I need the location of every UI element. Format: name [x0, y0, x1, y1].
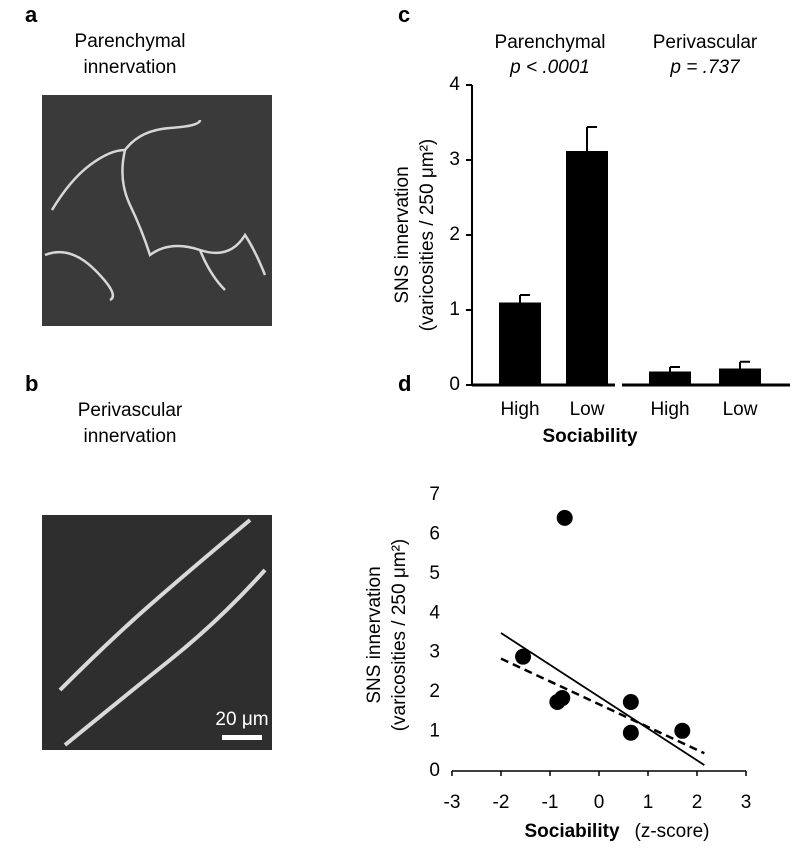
x-tick-label: -3	[444, 792, 461, 813]
x-tick-label: -1	[542, 792, 559, 813]
y-tick-label: 3	[449, 149, 460, 170]
micrograph	[42, 95, 272, 326]
point	[556, 509, 573, 526]
y-tick-label: 1	[449, 299, 460, 320]
y-tick-label: 2	[429, 681, 440, 702]
x-tick-label: 1	[643, 792, 654, 813]
y-tick-label: 0	[429, 760, 440, 781]
y-tick-label: 2	[449, 224, 460, 245]
scale-bar-label: 20 μm	[215, 709, 268, 730]
bar	[499, 302, 541, 385]
group-annotation: p = .737	[669, 57, 741, 78]
point	[622, 724, 639, 741]
x-tick-label: 2	[692, 792, 703, 813]
panel-letter: c	[398, 2, 410, 27]
y-tick-label: 5	[429, 563, 440, 584]
bar	[566, 151, 608, 385]
y-tick-label: 0	[449, 374, 460, 395]
panel-title: innervation	[84, 57, 177, 78]
fit-line	[500, 632, 705, 766]
y-tick-label: 6	[429, 523, 440, 544]
point	[674, 722, 691, 739]
bar	[719, 368, 761, 385]
x-tick-label: Low	[570, 399, 605, 420]
group-title: Perivascular	[653, 32, 758, 53]
x-tick-label: High	[650, 399, 689, 420]
point	[515, 648, 532, 665]
bar	[649, 371, 691, 385]
x-axis-label: Sociability	[542, 426, 637, 447]
panel-title: Perivascular	[78, 400, 183, 421]
x-axis-label: Sociability	[524, 821, 619, 842]
x-tick-label: High	[500, 399, 539, 420]
error-bar	[586, 126, 597, 151]
panel-letter: d	[398, 371, 411, 396]
micrograph	[42, 515, 272, 750]
x-tick-label: 0	[594, 792, 605, 813]
y-axis-label: SNS innervation	[364, 566, 385, 703]
x-axis-label: (z-score)	[635, 821, 710, 842]
y-tick-label: 7	[429, 484, 440, 505]
panel-title: Parenchymal	[75, 31, 186, 52]
fit-line	[500, 657, 705, 755]
y-axis-label: SNS innervation	[392, 166, 413, 303]
y-tick-label: 3	[429, 642, 440, 663]
group-annotation: p < .0001	[509, 57, 590, 78]
point	[554, 690, 571, 707]
panel-letter: b	[25, 371, 38, 396]
group-title: Parenchymal	[495, 32, 606, 53]
y-tick-label: 1	[429, 721, 440, 742]
point	[622, 694, 639, 710]
y-axis-label: (varicosities / 250 μm²)	[417, 139, 438, 332]
error-bar	[669, 366, 680, 372]
panel-title: innervation	[84, 426, 177, 447]
error-bar	[739, 360, 750, 369]
y-axis-label: (varicosities / 250 μm²)	[389, 539, 410, 732]
x-tick-label: Low	[723, 399, 758, 420]
y-tick-label: 4	[429, 602, 440, 623]
x-tick-label: -2	[493, 792, 510, 813]
y-tick-label: 4	[449, 74, 460, 95]
error-bar	[519, 294, 530, 303]
panel-letter: a	[25, 2, 38, 27]
x-tick-label: 3	[741, 792, 752, 813]
